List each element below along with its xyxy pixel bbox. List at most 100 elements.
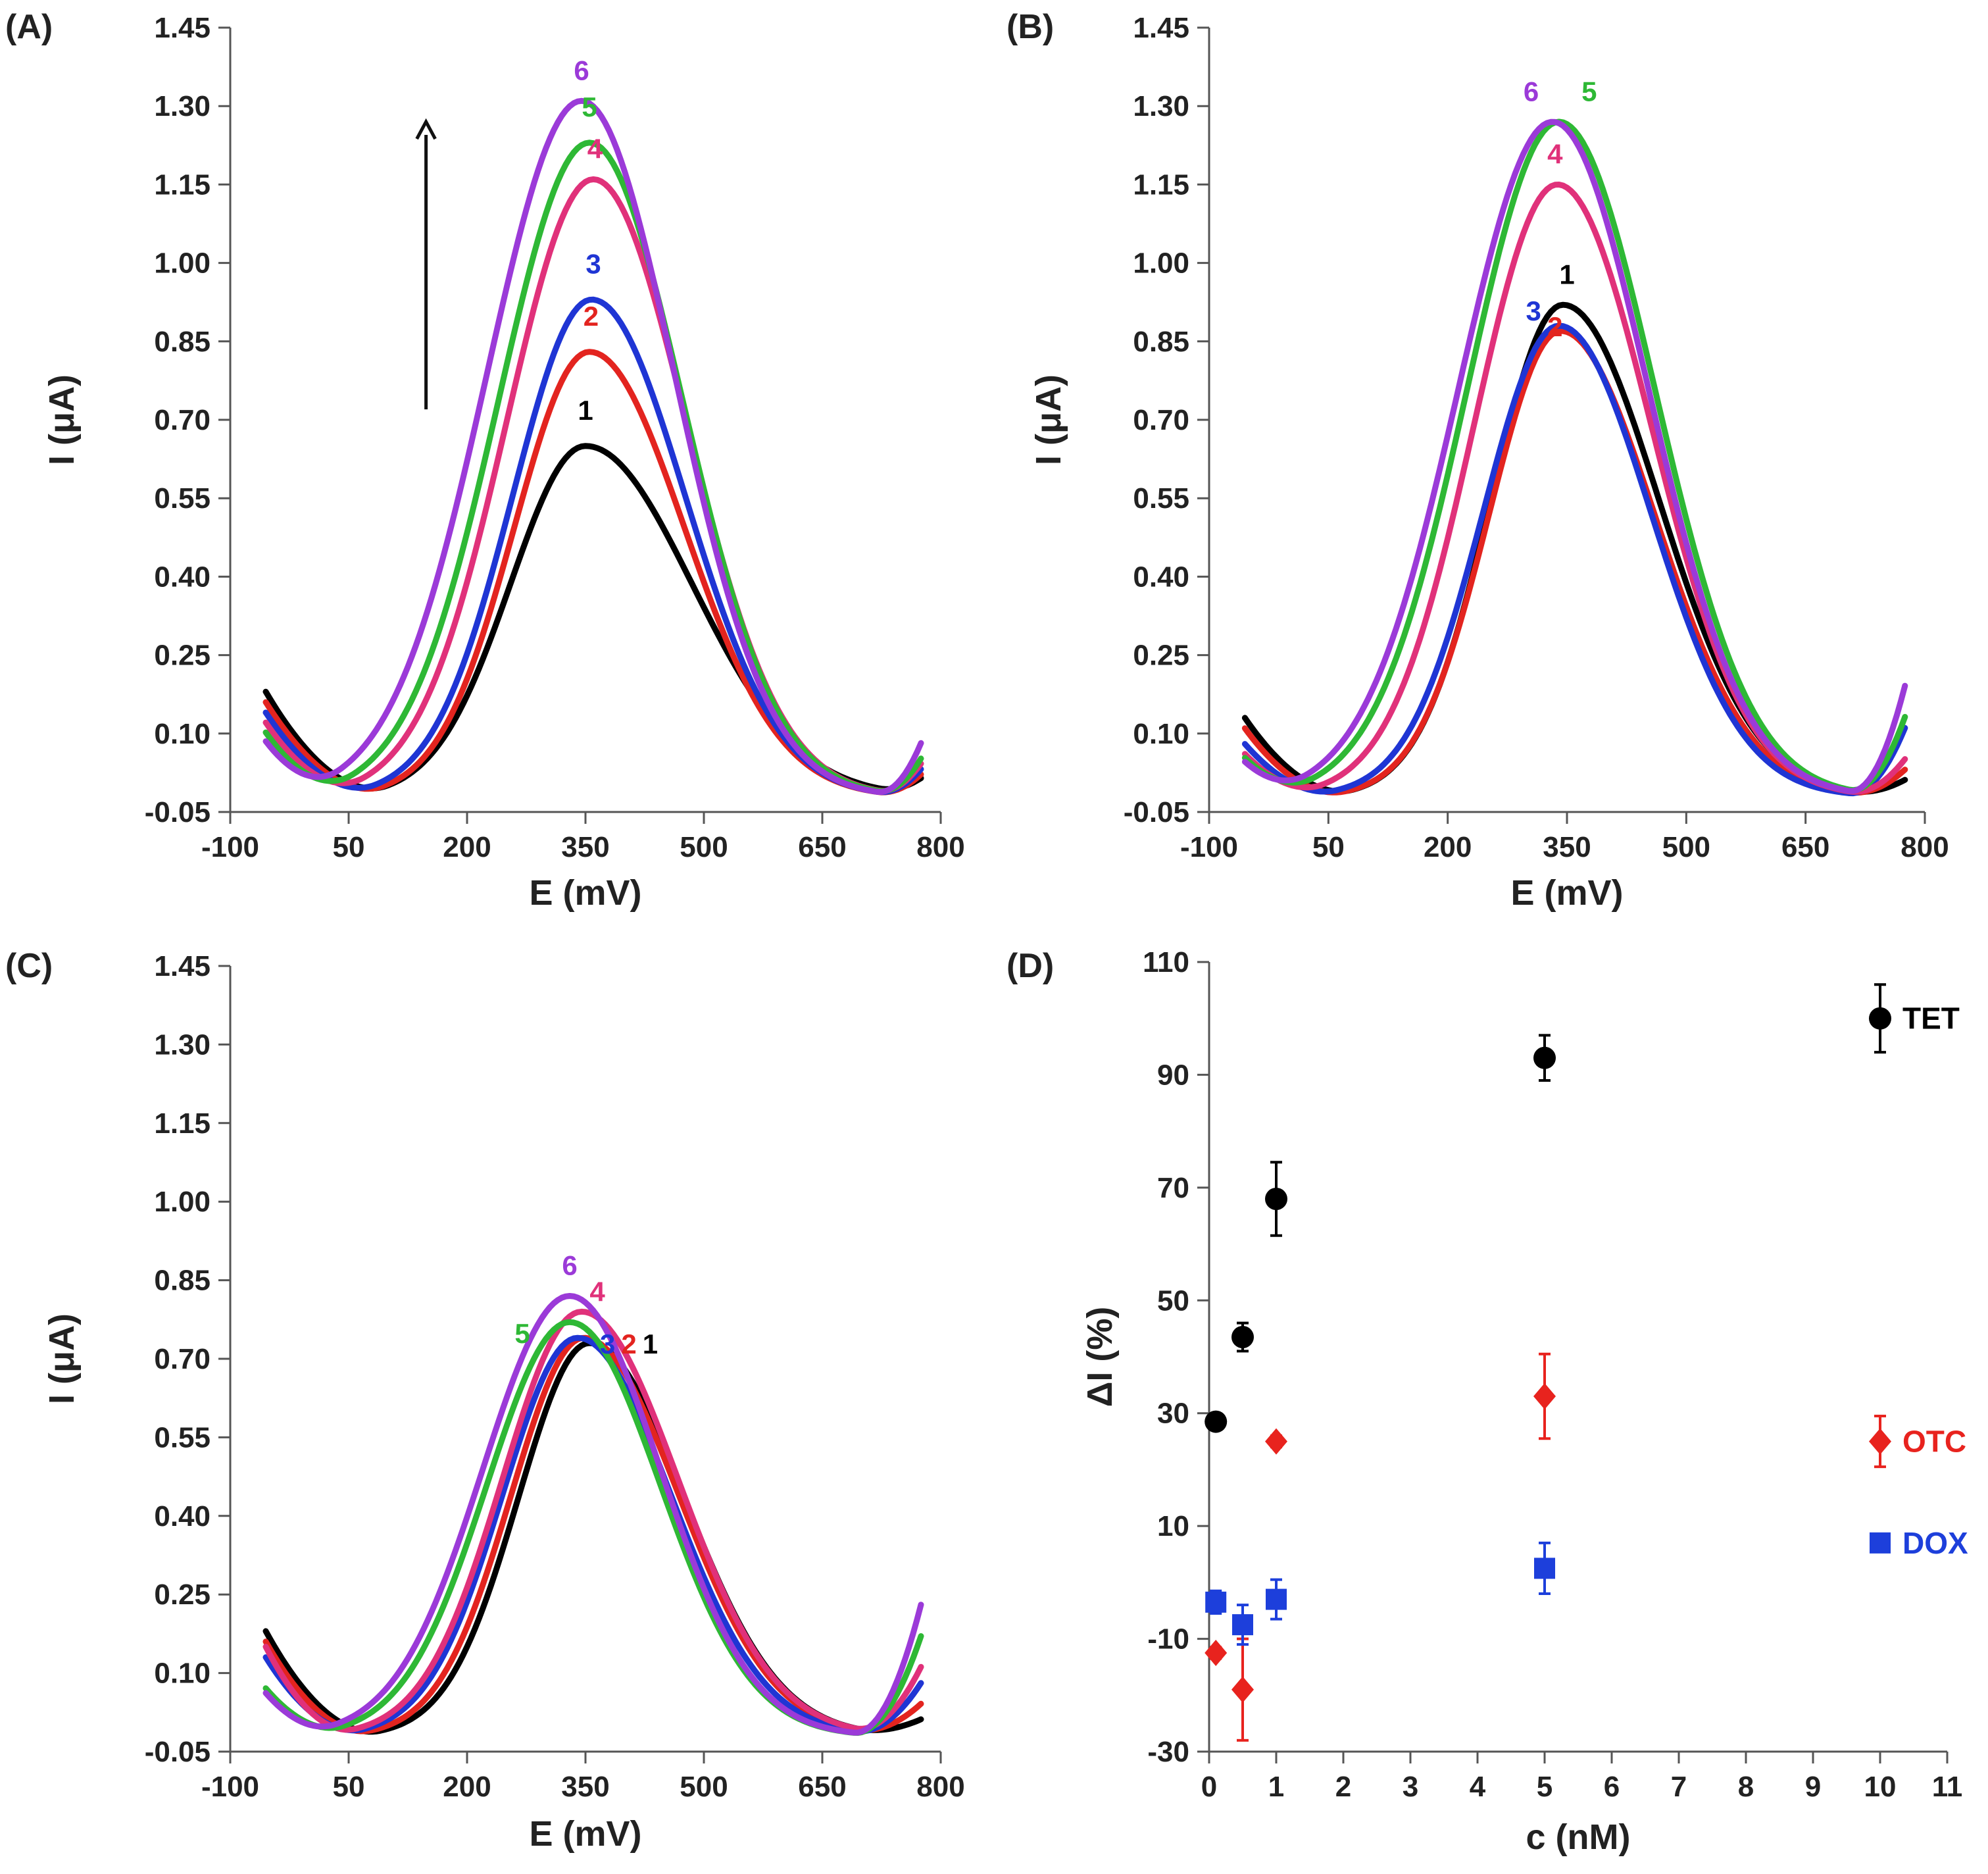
y-tick-label: 0.85 — [1133, 326, 1189, 358]
y-axis-title: I (μA) — [42, 1313, 82, 1404]
y-tick-label: 1.15 — [154, 1107, 211, 1140]
y-tick-label: 0.25 — [154, 640, 211, 672]
x-tick-label: 650 — [798, 1771, 846, 1803]
panel-label: (D) — [1006, 947, 1054, 985]
x-tick-label: 0 — [1201, 1771, 1217, 1803]
y-tick-label: 1.45 — [154, 12, 211, 44]
series-label-dox: DOX — [1902, 1526, 1968, 1560]
y-tick-label: 0.10 — [1133, 718, 1189, 750]
point-tet — [1869, 1007, 1891, 1030]
x-tick-label: 1 — [1268, 1771, 1284, 1803]
point-tet — [1205, 1410, 1228, 1433]
y-tick-label: 1.45 — [154, 950, 211, 982]
x-tick-label: 350 — [561, 831, 609, 863]
x-tick-label: 500 — [680, 831, 728, 863]
curve-3 — [1241, 322, 1908, 797]
y-tick-label: 0.10 — [154, 718, 211, 750]
point-tet — [1265, 1188, 1287, 1210]
x-tick-label: 200 — [443, 1771, 491, 1803]
y-tick-label: 0.40 — [154, 1500, 211, 1532]
y-tick-label: 0.10 — [154, 1658, 211, 1690]
x-tick-label: -100 — [201, 831, 259, 863]
y-tick-label: 0.85 — [154, 326, 211, 358]
y-tick-label: 1.30 — [154, 1028, 211, 1061]
y-tick-label: 0.40 — [1133, 561, 1189, 593]
curve-6 — [262, 1293, 924, 1736]
y-tick-label: 0.55 — [154, 482, 211, 515]
y-tick-label: 1.30 — [1133, 90, 1189, 122]
point-dox — [1534, 1557, 1555, 1579]
curve-label-1: 1 — [578, 395, 593, 426]
y-tick-label: 0.25 — [1133, 640, 1189, 672]
curve-5 — [1241, 118, 1908, 794]
point-otc — [1869, 1428, 1891, 1455]
x-tick-label: 4 — [1470, 1771, 1486, 1803]
increase-arrow-head — [415, 118, 437, 140]
y-axis-title: I (μA) — [42, 374, 82, 465]
y-tick-label: -30 — [1147, 1736, 1189, 1768]
x-tick-label: 11 — [1932, 1771, 1963, 1803]
y-tick-label: 0.70 — [154, 404, 211, 436]
curve-label-5: 5 — [514, 1318, 530, 1349]
curve-label-6: 6 — [1524, 76, 1539, 107]
x-tick-label: -100 — [201, 1771, 259, 1803]
y-tick-label: -0.05 — [145, 1736, 211, 1768]
y-tick-label: 0.70 — [1133, 404, 1189, 436]
y-tick-label: 1.15 — [154, 168, 211, 201]
series-label-otc: OTC — [1902, 1425, 1966, 1459]
x-tick-label: 10 — [1864, 1771, 1897, 1803]
y-tick-label: -10 — [1147, 1623, 1189, 1656]
panel-a: -0.05 0.10 0.25 0.40 0.55 0.70 0.85 1.00 1.15 1.3… — [5, 8, 965, 913]
x-tick-label: 6 — [1604, 1771, 1620, 1803]
curve-5 — [262, 139, 924, 794]
curve-6 — [262, 97, 924, 796]
panel-label: (C) — [5, 947, 53, 985]
y-tick-label: 0.25 — [154, 1579, 211, 1611]
x-tick-label: 650 — [1781, 831, 1829, 863]
point-otc — [1533, 1383, 1556, 1409]
y-axis-title: I (μA) — [1029, 374, 1068, 465]
x-axis-title: E (mV) — [529, 873, 641, 913]
x-tick-label: 8 — [1738, 1771, 1754, 1803]
y-tick-label: 0.70 — [154, 1343, 211, 1375]
y-tick-label: -0.05 — [145, 796, 211, 828]
curve-3 — [262, 1334, 924, 1735]
y-tick-label: 110 — [1143, 946, 1189, 978]
curve-label-4: 4 — [587, 134, 603, 165]
x-tick-label: 500 — [1662, 831, 1710, 863]
y-tick-label: 1.00 — [154, 247, 211, 280]
x-tick-label: 5 — [1537, 1771, 1553, 1803]
x-tick-label: 650 — [798, 831, 846, 863]
point-dox — [1870, 1532, 1891, 1554]
panel-d: -30 -10 10 30 50 70 90 110 0 1 2 3 4 5 6 7 8 9 10 11 c (nM) Δ… — [1006, 946, 1968, 1857]
y-tick-label: 0.85 — [154, 1265, 211, 1297]
curve-label-6: 6 — [574, 55, 589, 86]
x-tick-label: 50 — [333, 1771, 365, 1803]
y-tick-label: 90 — [1157, 1059, 1189, 1091]
curve-label-3: 3 — [1526, 295, 1541, 326]
point-otc — [1231, 1676, 1254, 1703]
y-tick-label: 1.30 — [154, 90, 211, 122]
point-tet — [1533, 1046, 1556, 1069]
y-tick-label: 1.45 — [1133, 12, 1189, 44]
x-tick-label: 50 — [333, 831, 365, 863]
x-tick-label: 2 — [1335, 1771, 1351, 1803]
point-otc — [1205, 1640, 1228, 1666]
x-tick-label: 9 — [1805, 1771, 1821, 1803]
x-tick-label: 800 — [916, 1771, 964, 1803]
x-tick-label: 500 — [680, 1771, 728, 1803]
curve-label-5: 5 — [1581, 76, 1597, 107]
panel-label: (A) — [5, 8, 53, 46]
curve-label-3: 3 — [600, 1329, 615, 1359]
x-tick-label: 350 — [561, 1771, 609, 1803]
panel-label: (B) — [1006, 8, 1054, 46]
x-tick-label: 800 — [1901, 831, 1949, 863]
y-tick-label: 10 — [1157, 1510, 1189, 1542]
curve-label-1: 1 — [643, 1329, 658, 1359]
y-tick-label: 0.55 — [154, 1421, 211, 1454]
curve-label-4: 4 — [589, 1276, 605, 1307]
curve-6 — [1241, 118, 1908, 794]
y-tick-label: 1.00 — [154, 1186, 211, 1218]
